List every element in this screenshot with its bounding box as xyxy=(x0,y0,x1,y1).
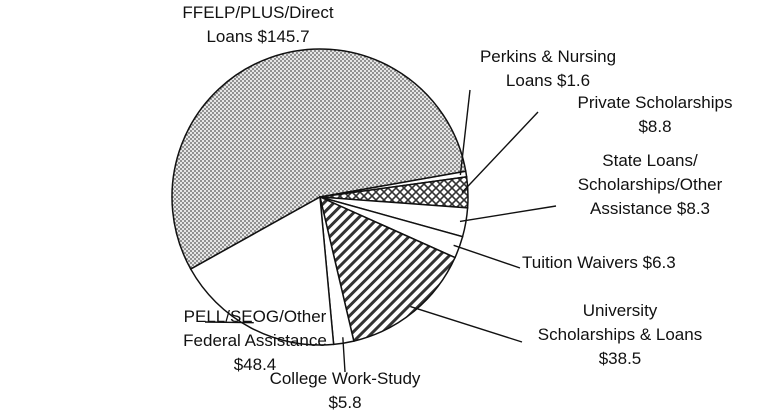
label-line: College Work-Study xyxy=(270,369,421,388)
slice-label: Perkins & Nursing Loans $1.6 xyxy=(480,47,616,90)
pie xyxy=(171,48,469,346)
label-line: State Loans/ xyxy=(602,151,698,170)
value-label: $6.3 xyxy=(643,253,676,272)
value-label: $5.8 xyxy=(328,393,361,412)
value-label: $8.3 xyxy=(677,199,710,218)
label-line: Tuition Waivers xyxy=(522,253,638,272)
leader-line xyxy=(459,205,557,223)
leader-line xyxy=(204,321,254,324)
slice-label: FFELP/PLUS/Direct Loans $145.7 xyxy=(182,3,333,46)
slice-label: State Loans/Scholarships/Other Assistance… xyxy=(578,151,723,218)
value-label: $48.4 xyxy=(234,355,277,374)
value-label: $1.6 xyxy=(557,71,590,90)
label-line: Scholarships & Loans xyxy=(538,325,702,344)
label-line: Perkins & Nursing xyxy=(480,47,616,66)
leader-line xyxy=(453,244,521,269)
leader-line xyxy=(410,305,523,343)
label-line: Federal Assistance xyxy=(183,331,327,350)
slice-label: PELL/SEOG/Other Federal Assistance $48.4 xyxy=(183,307,327,374)
value-label: $8.8 xyxy=(638,117,671,136)
label-line: Private Scholarships xyxy=(578,93,733,112)
label-line: Loans xyxy=(506,71,552,90)
labels: FFELP/PLUS/Direct Loans $145.7 Perkins & N… xyxy=(182,3,732,412)
slice-label: College Work-Study $5.8 xyxy=(270,369,421,412)
slice xyxy=(171,48,467,271)
label-line: Scholarships/Other xyxy=(578,175,723,194)
leader-line xyxy=(459,89,471,176)
label-line: PELL/SEOG/Other xyxy=(184,307,327,326)
slice-label: Tuition Waivers $6.3 xyxy=(522,253,676,272)
label-line: University xyxy=(583,301,658,320)
value-label: $38.5 xyxy=(599,349,642,368)
leader-line xyxy=(342,337,346,373)
label-line: Assistance xyxy=(590,199,672,218)
value-label: $145.7 xyxy=(258,27,310,46)
label-line: FFELP/PLUS/Direct xyxy=(182,3,333,22)
leader-line xyxy=(461,111,539,194)
label-line: Loans xyxy=(206,27,252,46)
slice xyxy=(318,195,457,342)
slice-label: University Scholarships & Loans $38.5 xyxy=(538,301,702,368)
slice xyxy=(189,195,335,346)
slice-label: Private Scholarships $8.8 xyxy=(578,93,733,136)
